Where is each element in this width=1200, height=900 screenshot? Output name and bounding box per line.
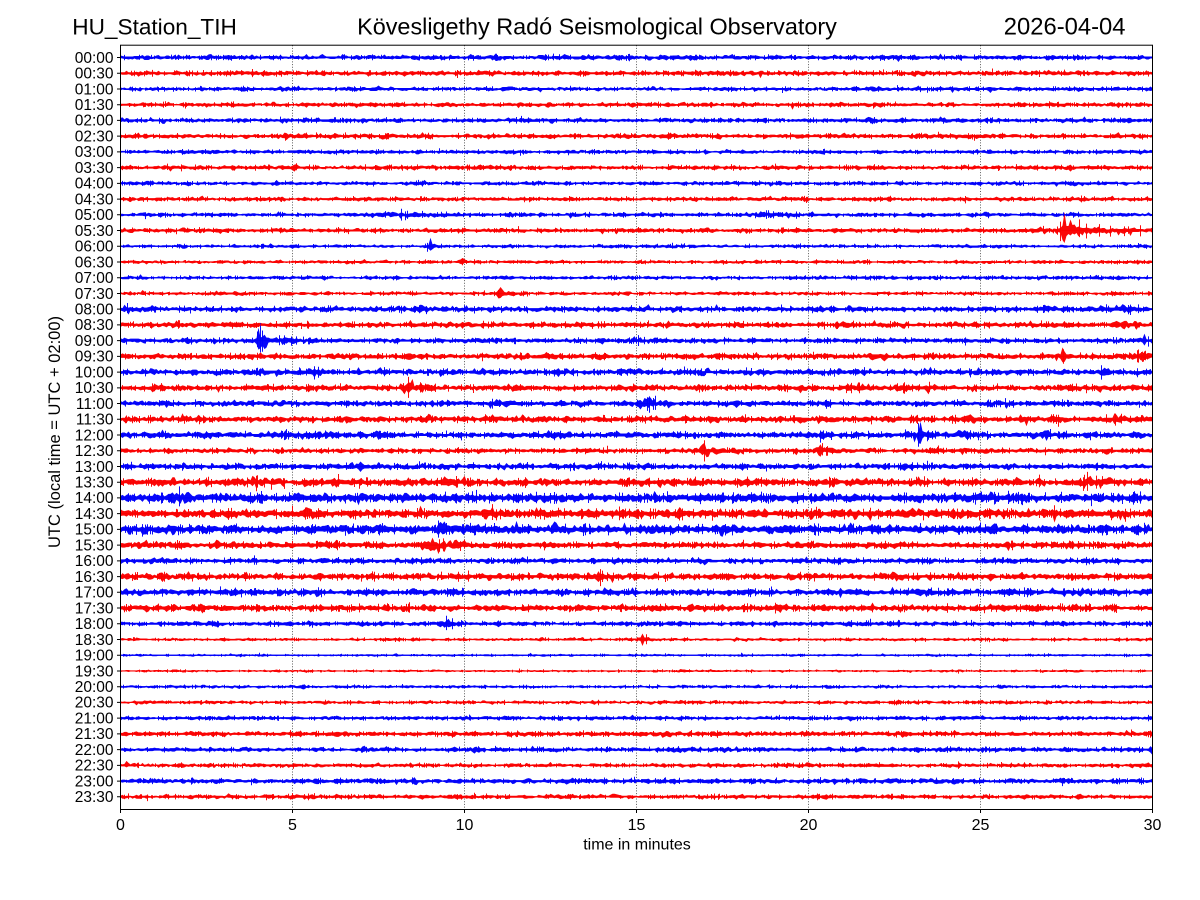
svg-text:HU_Station_TIH: HU_Station_TIH xyxy=(72,15,237,40)
svg-text:19:00: 19:00 xyxy=(75,648,114,665)
svg-text:20:30: 20:30 xyxy=(75,695,114,712)
svg-text:09:30: 09:30 xyxy=(75,349,114,366)
svg-text:06:30: 06:30 xyxy=(75,254,114,271)
svg-text:07:30: 07:30 xyxy=(75,286,114,303)
svg-text:21:30: 21:30 xyxy=(75,726,114,743)
svg-text:00:00: 00:00 xyxy=(75,50,114,67)
svg-text:15: 15 xyxy=(628,817,646,834)
svg-text:25: 25 xyxy=(972,817,990,834)
svg-text:02:30: 02:30 xyxy=(75,128,114,145)
svg-text:07:00: 07:00 xyxy=(75,270,114,287)
svg-text:20:00: 20:00 xyxy=(75,679,114,696)
svg-text:03:00: 03:00 xyxy=(75,144,114,161)
svg-text:15:30: 15:30 xyxy=(75,537,114,554)
svg-text:18:30: 18:30 xyxy=(75,632,114,649)
svg-text:21:00: 21:00 xyxy=(75,710,114,727)
svg-text:09:00: 09:00 xyxy=(75,333,114,350)
svg-text:13:30: 13:30 xyxy=(75,475,114,492)
svg-text:10:00: 10:00 xyxy=(75,364,114,381)
svg-text:10: 10 xyxy=(456,817,474,834)
svg-text:12:00: 12:00 xyxy=(75,427,114,444)
svg-text:17:00: 17:00 xyxy=(75,585,114,602)
svg-text:04:30: 04:30 xyxy=(75,191,114,208)
svg-text:30: 30 xyxy=(1144,817,1162,834)
svg-text:10:30: 10:30 xyxy=(75,380,114,397)
svg-text:Kövesligethy Radó Seismologica: Kövesligethy Radó Seismological Observat… xyxy=(357,14,837,40)
svg-text:19:30: 19:30 xyxy=(75,663,114,680)
svg-text:20: 20 xyxy=(800,817,818,834)
svg-text:08:00: 08:00 xyxy=(75,301,114,318)
svg-text:23:30: 23:30 xyxy=(75,789,114,806)
svg-text:11:30: 11:30 xyxy=(76,412,114,429)
svg-text:2026-04-04: 2026-04-04 xyxy=(1004,14,1126,41)
svg-text:UTC (local time = UTC + 02:00): UTC (local time = UTC + 02:00) xyxy=(46,316,64,548)
svg-text:02:00: 02:00 xyxy=(75,113,114,130)
svg-text:22:00: 22:00 xyxy=(75,742,114,759)
svg-text:06:00: 06:00 xyxy=(75,239,114,256)
svg-text:18:00: 18:00 xyxy=(75,616,114,633)
svg-text:16:30: 16:30 xyxy=(75,569,114,586)
svg-text:03:30: 03:30 xyxy=(75,160,114,177)
svg-text:08:30: 08:30 xyxy=(75,317,114,334)
svg-text:11:00: 11:00 xyxy=(76,396,114,413)
svg-text:04:00: 04:00 xyxy=(75,176,114,193)
svg-text:14:00: 14:00 xyxy=(75,490,114,507)
svg-text:22:30: 22:30 xyxy=(75,758,114,775)
svg-text:17:30: 17:30 xyxy=(75,600,114,617)
svg-text:time in minutes: time in minutes xyxy=(583,837,691,854)
svg-text:13:00: 13:00 xyxy=(75,459,114,476)
svg-text:01:00: 01:00 xyxy=(75,81,114,98)
svg-text:00:30: 00:30 xyxy=(75,66,114,83)
svg-text:05:30: 05:30 xyxy=(75,223,114,240)
svg-text:15:00: 15:00 xyxy=(75,522,114,539)
svg-text:0: 0 xyxy=(116,817,125,834)
svg-text:12:30: 12:30 xyxy=(75,443,114,460)
svg-text:5: 5 xyxy=(288,817,297,834)
svg-text:23:00: 23:00 xyxy=(75,773,114,790)
svg-text:14:30: 14:30 xyxy=(75,506,114,523)
svg-text:01:30: 01:30 xyxy=(75,97,114,114)
svg-text:05:00: 05:00 xyxy=(75,207,114,224)
svg-text:16:00: 16:00 xyxy=(75,553,114,570)
